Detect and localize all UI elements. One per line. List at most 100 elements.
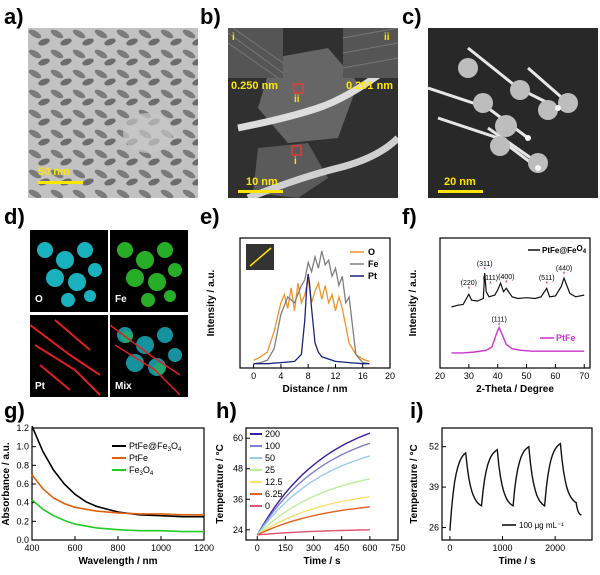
peak-marker: * <box>505 280 508 287</box>
peak-label: (111) <box>491 316 506 323</box>
legend-label: PtFe@Fe3O4 <box>129 441 182 453</box>
panel-a-label: a) <box>4 4 24 29</box>
legend-label: 0 <box>265 501 270 511</box>
x-tick-label: 0 <box>255 543 260 553</box>
panel-f-label: f) <box>402 204 417 229</box>
x-tick-label: 60 <box>550 371 560 381</box>
legend-label: PtFe@FeO4 <box>542 244 587 255</box>
nanochains <box>428 28 598 198</box>
series-line-100 <box>256 442 371 536</box>
eds-map-fe-label: Fe <box>115 294 127 305</box>
legend-label: PtFe <box>129 453 148 463</box>
legend-label: 6.25 <box>265 489 283 499</box>
y-tick-label: 48 <box>233 464 243 474</box>
peak-marker: * <box>483 267 486 274</box>
x-tick-label: 0 <box>447 543 452 553</box>
haadf-particles <box>228 28 398 198</box>
panel-c-label: c) <box>402 4 422 29</box>
legend-label: 12.5 <box>265 477 283 487</box>
x-tick-label: 1000 <box>151 543 171 553</box>
x-tick-label: 400 <box>24 543 39 553</box>
peak-label: (511) <box>539 275 555 282</box>
panel-c-scale-bar <box>438 190 483 193</box>
peak-label: (440) <box>556 265 572 272</box>
eds-map-pt: Pt <box>30 315 108 397</box>
x-tick-label: 30 <box>464 371 474 381</box>
x-tick-label: 600 <box>362 543 377 553</box>
d-spacing-ii: 0.201 nm <box>346 80 394 92</box>
eds-map-fe: Fe <box>110 230 188 312</box>
panel-a-scale-text: 50 nm <box>38 166 70 178</box>
peak-label: (400) <box>498 274 514 281</box>
y-axis-label: Temperature / °C <box>409 444 420 523</box>
x-axis-label: Wavelength / nm <box>78 556 157 567</box>
peak-label: (111) <box>483 275 498 282</box>
inset-i-label: i <box>232 32 235 43</box>
y-tick-label: 26 <box>429 523 439 533</box>
x-tick-label: 20 <box>385 371 395 381</box>
x-tick-label: 12 <box>330 371 340 381</box>
x-tick-label: 4 <box>278 371 283 381</box>
series-line-12.5 <box>256 496 370 536</box>
panel-a-tem-image: 50 nm <box>28 28 198 198</box>
series-line-6.25 <box>256 506 370 536</box>
x-tick-label: 750 <box>390 543 405 553</box>
inset-line <box>249 247 272 267</box>
peak-label: (220) <box>461 280 477 287</box>
x-tick-label: 40 <box>493 371 503 381</box>
y-tick-label: 36 <box>233 494 243 504</box>
plot-frame <box>245 427 399 541</box>
chart-g-absorbance: 400 600 800 1000 1200 0.0 0.2 0.4 0.6 0.8 1.0 1.2 Wa… <box>1 423 214 567</box>
x-tick-label: 20 <box>435 371 445 381</box>
series-line-ptfe <box>451 325 585 354</box>
y-tick-label: 0.2 <box>16 516 29 526</box>
series-line-O <box>253 279 370 363</box>
d-spacing-i: 0.250 nm <box>231 80 279 92</box>
y-axis-label: Intensity / a.u. <box>206 269 217 336</box>
panel-i-label: i) <box>410 398 424 423</box>
y-tick-label: 52 <box>429 442 439 452</box>
panel-b-haadf-image: i ii 0.250 nm 0.201 nm ii i 10 nm <box>228 28 398 198</box>
series-line-Fe <box>253 250 370 365</box>
y-tick-label: 39 <box>429 482 439 492</box>
legend-label: PtFe <box>556 333 576 343</box>
series-line-cycling <box>449 442 582 531</box>
y-tick-label: 24 <box>233 525 243 535</box>
peak-marker: * <box>498 322 501 329</box>
panel-c-haadf-image: 20 nm <box>428 28 598 198</box>
x-tick-label: 16 <box>358 371 368 381</box>
series-line-25 <box>256 478 371 536</box>
eds-map-mix: Mix <box>110 315 188 397</box>
legend-label: Fe <box>368 259 379 269</box>
x-tick-label: 800 <box>110 543 125 553</box>
series-line-Fe3O4 <box>31 499 204 533</box>
x-tick-label: 70 <box>579 371 589 381</box>
plot-frame <box>31 427 205 541</box>
x-tick-label: 150 <box>278 543 293 553</box>
x-axis-label: Time / s <box>303 556 340 567</box>
series-line-PtFe@Fe3O4 <box>31 425 204 518</box>
x-tick-label: 1200 <box>194 543 214 553</box>
y-axis-label: Temperature / °C <box>215 444 226 523</box>
peak-marker: * <box>467 286 470 293</box>
legend-label: 200 <box>265 429 280 439</box>
eds-map-o-label: O <box>35 294 43 305</box>
plot-frame <box>439 237 591 369</box>
x-tick-label: 1000 <box>493 543 513 553</box>
x-tick-label: 2000 <box>545 543 565 553</box>
panel-e-label: e) <box>200 204 220 229</box>
chart-e-line-profile: 0 4 8 12 16 20 Distance / nm Intensity / a.u. OF… <box>206 237 395 395</box>
y-axis-label: Intensity / a.u. <box>408 269 419 336</box>
x-tick-label: 600 <box>67 543 82 553</box>
panel-b-scale-text: 10 nm <box>246 176 278 188</box>
y-tick-label: 1.2 <box>16 423 29 433</box>
y-tick-label: 0.4 <box>16 498 29 508</box>
panel-a-scale-bar <box>38 181 83 184</box>
panel-h-label: h) <box>216 398 237 423</box>
y-tick-label: 0.0 <box>16 535 29 545</box>
y-tick-label: 60 <box>233 433 243 443</box>
x-axis-label: 2-Theta / Degree <box>476 384 554 395</box>
chart-i-cycling: 0 1000 2000 26 39 52 Time / s Temperature / °C 1… <box>409 427 593 567</box>
panel-b-label: b) <box>200 4 221 29</box>
legend-label: 100 μg mL⁻¹ <box>519 521 564 530</box>
